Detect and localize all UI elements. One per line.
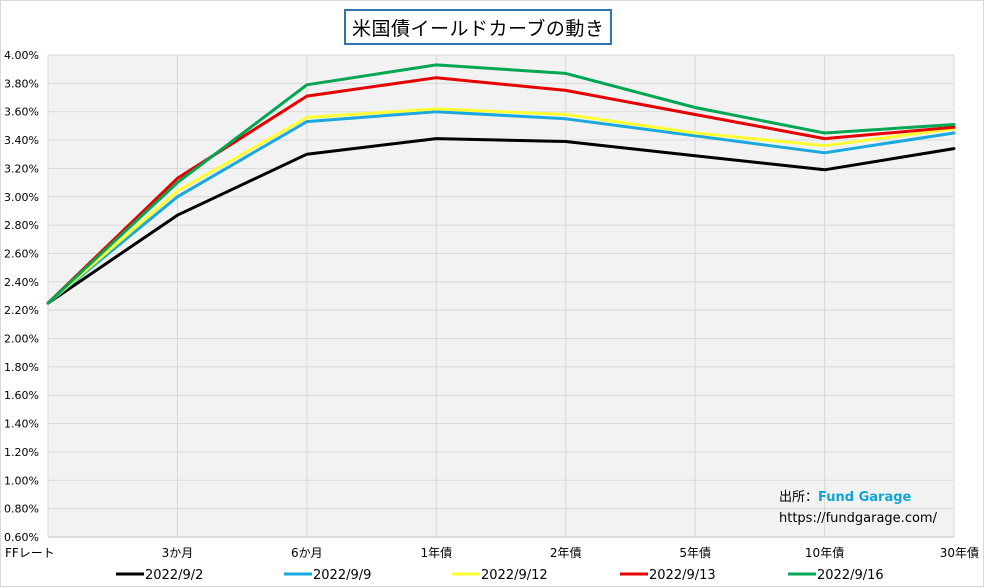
source-label: 出所：	[779, 490, 819, 505]
legend: 2022/9/2 2022/9/9 2022/9/12 2022/9/13 2022/9…	[116, 568, 884, 583]
series-line	[46, 137, 956, 305]
y-tick-label: 1.20%	[4, 446, 39, 459]
source-url[interactable]: https://fundgarage.com/	[779, 511, 937, 526]
legend-label: 2022/9/9	[313, 568, 371, 583]
y-tick-label: 3.40%	[4, 134, 39, 147]
y-axis-tick-labels: 0.60% 0.80% 1.00% 1.20% 1.40% 1.60% 1.80% 2.00%…	[4, 49, 39, 544]
x-tick-label: 30年債	[940, 545, 979, 560]
x-tick-label: 6か月	[291, 546, 323, 560]
x-tick-label: FFレート	[5, 546, 55, 560]
y-tick-label: 2.60%	[4, 247, 39, 260]
legend-label: 2022/9/2	[145, 568, 203, 583]
series-line	[46, 107, 956, 305]
x-tick-label: 5年債	[679, 545, 711, 560]
y-tick-label: 1.00%	[4, 474, 39, 487]
x-tick-label: 10年債	[805, 545, 844, 560]
plot-area	[48, 55, 954, 537]
y-tick-label: 3.80%	[4, 77, 39, 90]
y-tick-label: 2.00%	[4, 333, 39, 346]
x-tick-label: 1年債	[420, 545, 452, 560]
y-tick-label: 1.40%	[4, 418, 39, 431]
x-tick-label: 2年債	[550, 545, 582, 560]
y-tick-label: 2.80%	[4, 219, 39, 232]
x-tick-label: 3か月	[162, 546, 194, 560]
y-tick-label: 0.60%	[4, 531, 39, 544]
y-tick-label: 2.20%	[4, 304, 39, 317]
series-lines	[46, 63, 956, 305]
source-brand: Fund Garage	[818, 490, 912, 505]
y-tick-label: 3.00%	[4, 191, 39, 204]
chart-title: 米国債イールドカーブの動き	[344, 9, 613, 45]
y-tick-label: 0.80%	[4, 503, 39, 516]
legend-label: 2022/9/13	[649, 568, 716, 583]
y-tick-label: 3.60%	[4, 106, 39, 119]
y-tick-label: 2.40%	[4, 276, 39, 289]
y-tick-label: 4.00%	[4, 49, 39, 62]
legend-label: 2022/9/12	[481, 568, 548, 583]
source-credit: 出所：Fund Garage	[779, 486, 911, 505]
series-line	[46, 110, 956, 305]
series-line	[46, 63, 956, 305]
legend-label: 2022/9/16	[817, 568, 884, 583]
y-tick-label: 3.20%	[4, 162, 39, 175]
x-axis-tick-labels: FFレート 3か月 6か月 1年債 2年債 5年債 10年債 30年債	[5, 545, 979, 560]
y-tick-label: 1.60%	[4, 389, 39, 402]
y-tick-label: 1.80%	[4, 361, 39, 374]
